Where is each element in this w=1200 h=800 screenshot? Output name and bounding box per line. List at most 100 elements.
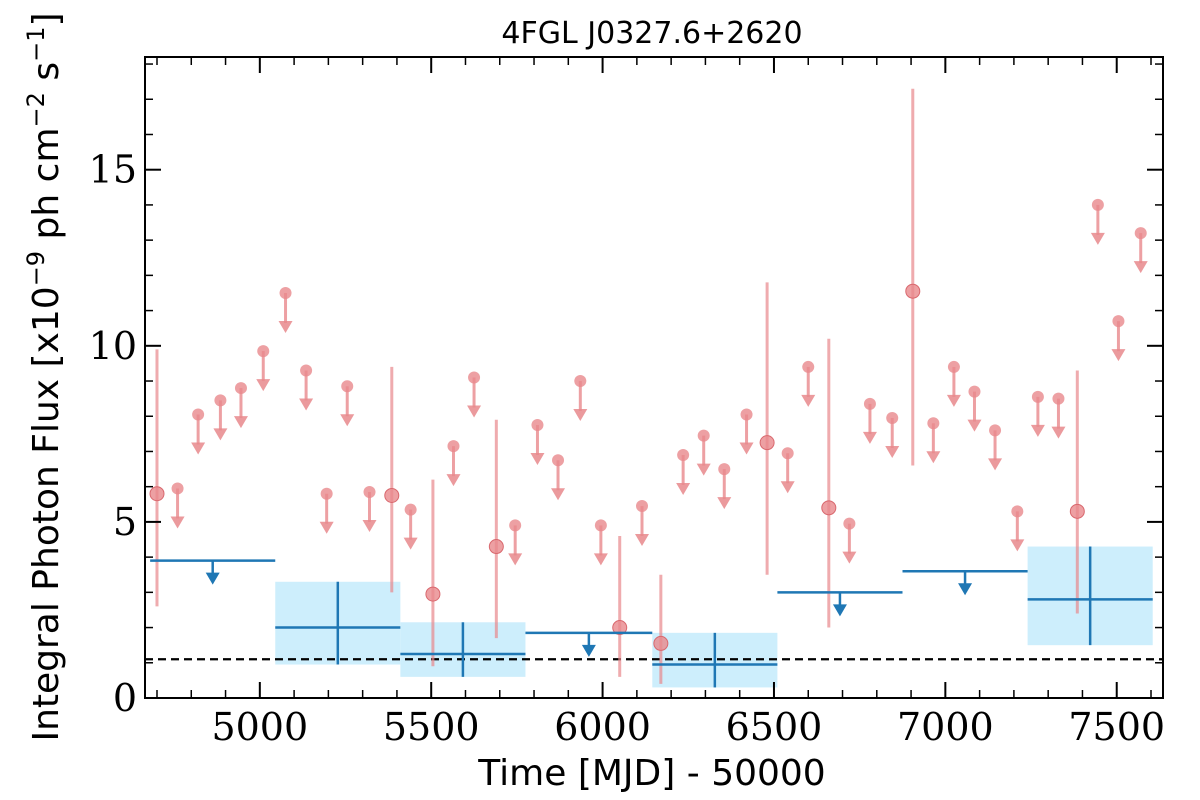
short-detection-point-1 — [384, 487, 400, 503]
short-ul-point-11 — [447, 440, 460, 453]
short-detection-point-0 — [149, 486, 165, 502]
x-axis-label: Time [MJD] - 50000 — [477, 753, 825, 794]
x-tick-label-3: 6500 — [726, 705, 823, 749]
short-ul-arrow-20 — [696, 463, 711, 476]
short-ul-arrow-33 — [1030, 424, 1045, 437]
short-detection-point-8 — [905, 283, 921, 299]
chart-title: 4FGL J0327.6+2620 — [501, 16, 802, 51]
x-tick-label-4: 7000 — [897, 705, 994, 749]
y-tick-label-0: 0 — [113, 676, 137, 720]
short-ul-arrow-4 — [256, 379, 271, 392]
short-ul-arrow-5 — [278, 320, 293, 333]
short-ul-arrow-14 — [530, 453, 545, 466]
short-ul-arrow-17 — [593, 553, 608, 566]
y-axis-label: Integral Photon Flux [x10−9 ph cm−2 s−1] — [22, 12, 67, 741]
short-ul-arrow-0 — [170, 516, 185, 529]
short-ul-arrow-24 — [801, 394, 816, 407]
short-ul-point-13 — [509, 519, 522, 532]
long-ul-arrow-1 — [581, 644, 596, 657]
short-ul-arrow-11 — [446, 474, 461, 487]
short-ul-point-28 — [927, 417, 940, 430]
short-detection-point-5 — [653, 635, 669, 651]
short-ul-point-22 — [740, 408, 753, 421]
short-ul-arrow-26 — [862, 431, 877, 444]
short-ul-point-4 — [257, 345, 270, 358]
short-ul-point-21 — [718, 463, 731, 476]
short-ul-arrow-18 — [635, 534, 650, 547]
short-ul-arrow-12 — [467, 405, 482, 418]
y-tick-label-3: 15 — [89, 148, 137, 192]
short-ul-point-26 — [863, 397, 876, 410]
short-ul-point-18 — [636, 500, 649, 513]
short-ul-arrow-2 — [213, 428, 228, 441]
plot-frame — [144, 56, 1164, 699]
short-ul-point-27 — [886, 412, 899, 425]
short-ul-point-6 — [300, 364, 313, 377]
short-ul-arrow-6 — [299, 398, 314, 411]
short-ul-arrow-28 — [926, 451, 941, 464]
short-detection-point-9 — [1069, 503, 1085, 519]
short-ul-point-19 — [677, 448, 690, 461]
short-ul-point-17 — [594, 519, 607, 532]
short-ul-arrow-16 — [573, 409, 588, 422]
y-tick-label-1: 5 — [113, 500, 137, 544]
short-ul-point-37 — [1134, 227, 1147, 240]
short-ul-point-9 — [363, 485, 376, 498]
short-ul-point-23 — [781, 447, 794, 460]
short-ul-point-16 — [574, 375, 587, 388]
x-tick-label-0: 5000 — [211, 705, 308, 749]
x-tick-label-5: 7500 — [1068, 705, 1165, 749]
short-ul-arrow-36 — [1111, 349, 1126, 362]
short-ul-arrow-3 — [233, 416, 248, 429]
short-ul-arrow-27 — [885, 446, 900, 459]
short-ul-arrow-21 — [717, 497, 732, 510]
short-ul-arrow-25 — [842, 551, 857, 564]
short-bin-series — [149, 88, 1148, 684]
short-ul-point-25 — [843, 517, 856, 530]
short-ul-point-24 — [802, 360, 815, 373]
short-ul-point-12 — [468, 371, 481, 384]
short-ul-arrow-19 — [676, 482, 691, 495]
long-ul-arrow-3 — [958, 583, 973, 596]
short-ul-point-30 — [968, 385, 981, 398]
short-ul-arrow-1 — [191, 442, 206, 455]
short-ul-arrow-34 — [1051, 426, 1066, 439]
short-detection-point-6 — [759, 435, 775, 451]
axes: 5000 5500 6000 6500 7000 7500 0 5 10 15 — [89, 56, 1165, 749]
short-ul-arrow-37 — [1133, 261, 1148, 274]
short-ul-point-20 — [697, 429, 710, 442]
short-ul-arrow-15 — [551, 488, 566, 501]
short-ul-arrow-23 — [780, 481, 795, 494]
short-ul-arrow-31 — [988, 458, 1003, 471]
short-ul-arrow-29 — [946, 394, 961, 407]
short-ul-point-5 — [279, 286, 292, 299]
short-detection-point-3 — [488, 539, 504, 555]
short-ul-point-1 — [192, 408, 205, 421]
short-ul-arrow-32 — [1010, 539, 1025, 552]
long-ul-arrow-0 — [205, 572, 220, 585]
x-tick-label-2: 6000 — [554, 705, 651, 749]
short-detection-point-2 — [425, 586, 441, 602]
y-tick-label-2: 10 — [89, 324, 137, 368]
short-ul-point-3 — [234, 382, 247, 395]
short-ul-point-8 — [341, 380, 354, 393]
short-ul-point-33 — [1031, 390, 1044, 403]
short-ul-point-35 — [1091, 198, 1104, 211]
long-ul-arrow-2 — [832, 604, 847, 617]
short-ul-point-14 — [531, 419, 544, 432]
short-ul-point-10 — [404, 503, 417, 516]
short-ul-point-32 — [1011, 505, 1024, 518]
long-bin-series — [150, 546, 1153, 688]
short-ul-point-7 — [320, 487, 333, 500]
short-detection-point-7 — [821, 500, 837, 516]
short-ul-arrow-35 — [1090, 232, 1105, 245]
short-ul-point-29 — [947, 360, 960, 373]
short-detection-point-4 — [612, 620, 628, 636]
short-ul-point-34 — [1052, 392, 1065, 405]
short-ul-arrow-30 — [967, 419, 982, 432]
short-ul-arrow-13 — [508, 553, 523, 566]
short-ul-point-31 — [989, 424, 1002, 437]
short-ul-arrow-8 — [340, 414, 355, 427]
short-ul-arrow-9 — [362, 519, 377, 532]
